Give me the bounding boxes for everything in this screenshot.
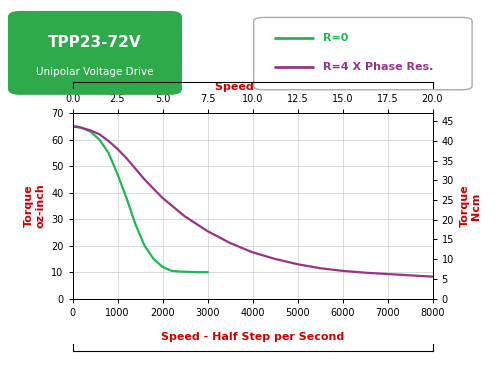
Text: R=4 X Phase Res.: R=4 X Phase Res. bbox=[323, 62, 434, 72]
Y-axis label: Torque
Ncm: Torque Ncm bbox=[460, 185, 481, 227]
Text: Unipolar Voltage Drive: Unipolar Voltage Drive bbox=[36, 67, 154, 77]
FancyBboxPatch shape bbox=[8, 11, 182, 95]
Y-axis label: Torque
oz-inch: Torque oz-inch bbox=[24, 184, 46, 228]
Text: TPP23-72V: TPP23-72V bbox=[48, 35, 142, 50]
X-axis label: Speed - Half Step per Second: Speed - Half Step per Second bbox=[161, 332, 344, 342]
FancyBboxPatch shape bbox=[254, 17, 472, 90]
X-axis label: Speed - RPS: Speed - RPS bbox=[214, 82, 290, 92]
Text: R=0: R=0 bbox=[323, 33, 348, 43]
